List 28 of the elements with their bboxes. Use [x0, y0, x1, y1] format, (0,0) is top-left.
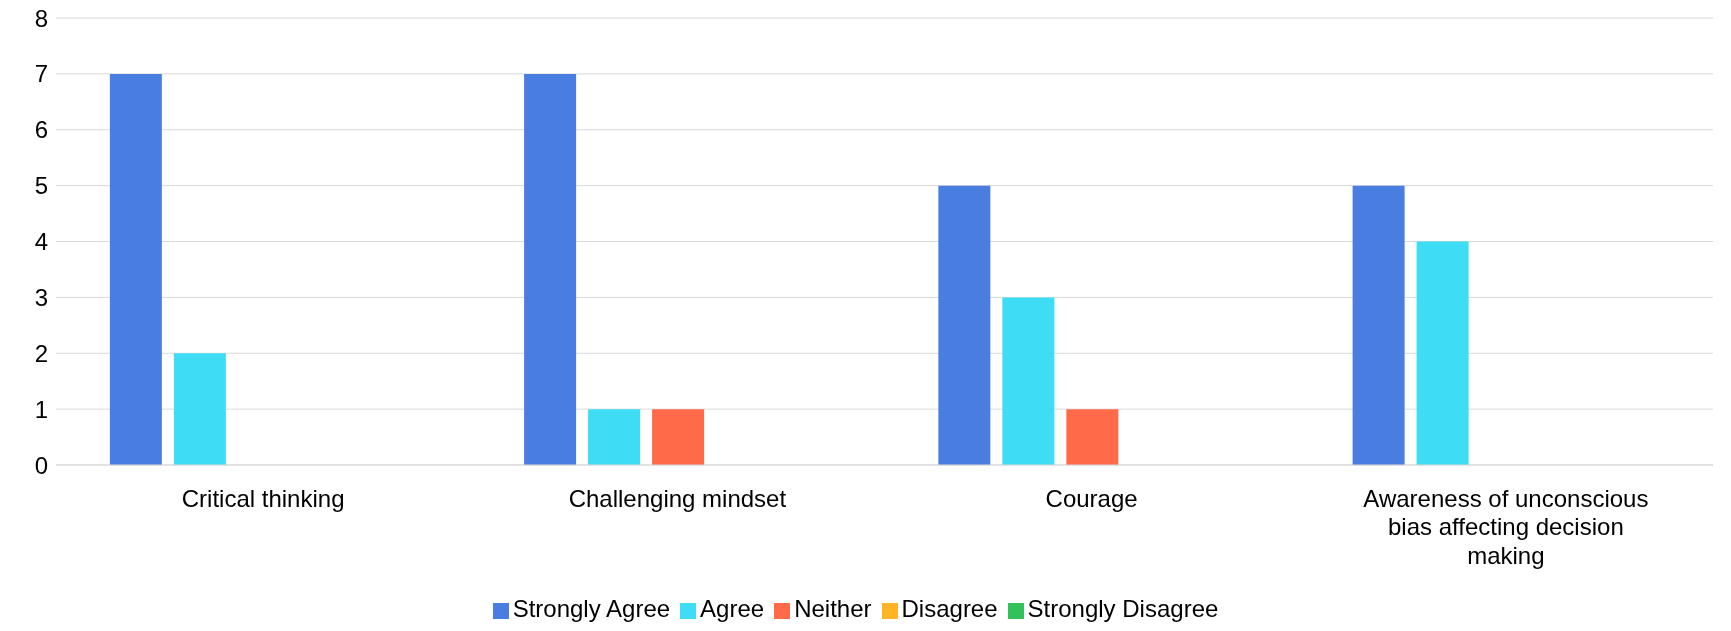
- bar: [109, 73, 162, 465]
- legend-label: Agree: [700, 595, 765, 622]
- bar: [173, 353, 226, 465]
- x-tick-label: Challenging mindset: [568, 484, 787, 512]
- y-tick-label: 8: [34, 4, 48, 32]
- x-tick-label: Awareness of unconscious bias affecting decision making: [1363, 484, 1649, 570]
- y-tick-label: 2: [34, 339, 48, 367]
- legend-label: Disagree: [901, 595, 998, 622]
- bar: [588, 409, 641, 465]
- y-tick-label: 1: [34, 395, 48, 423]
- y-tick-label: 0: [34, 451, 48, 479]
- bar: [1002, 297, 1055, 465]
- bar: [1066, 409, 1119, 465]
- x-tick-label: Critical thinking: [181, 484, 345, 512]
- bar: [1416, 241, 1469, 465]
- x-tick-label: Courage: [1045, 484, 1138, 512]
- y-tick-label: 3: [34, 283, 48, 311]
- legend-label: Strongly Agree: [512, 595, 671, 622]
- legend-label: Strongly Disagree: [1027, 595, 1219, 622]
- y-tick-label: 6: [34, 116, 48, 144]
- legend-label: Neither: [794, 595, 872, 622]
- y-tick-label: 5: [34, 172, 48, 200]
- bar: [652, 409, 705, 465]
- bar: [524, 73, 577, 465]
- y-tick-label: 4: [34, 228, 48, 256]
- bar: [938, 185, 991, 465]
- y-tick-label: 7: [34, 60, 48, 88]
- bar: [1352, 185, 1405, 465]
